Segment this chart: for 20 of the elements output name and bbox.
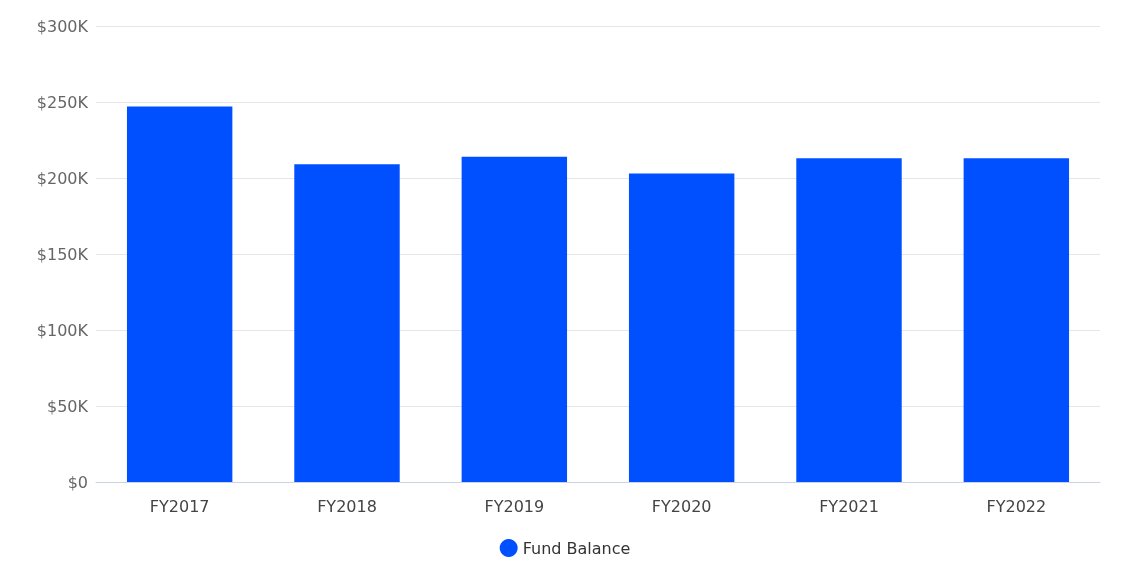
bar: [126, 106, 233, 482]
y-tick-label: $0: [67, 472, 88, 492]
y-tick-label: $50K: [46, 396, 89, 416]
x-tick-label: FY2018: [317, 496, 377, 516]
bar: [461, 156, 568, 482]
x-tick-label: FY2022: [986, 496, 1047, 516]
bar: [628, 173, 735, 482]
y-tick-label: $300K: [36, 16, 89, 36]
bar: [294, 164, 400, 482]
x-tick-label: FY2021: [819, 496, 879, 516]
x-tick-label: FY2019: [484, 496, 545, 516]
bar: [963, 158, 1070, 482]
y-tick-label: $200K: [36, 168, 89, 188]
x-tick-label: FY2020: [651, 496, 712, 516]
y-tick-label: $250K: [36, 92, 89, 112]
legend-label: Fund Balance: [522, 538, 631, 558]
x-tick-label: FY2017: [149, 496, 210, 516]
y-tick-label: $150K: [36, 244, 89, 264]
y-tick-label: $100K: [36, 320, 89, 340]
bar: [796, 158, 902, 482]
